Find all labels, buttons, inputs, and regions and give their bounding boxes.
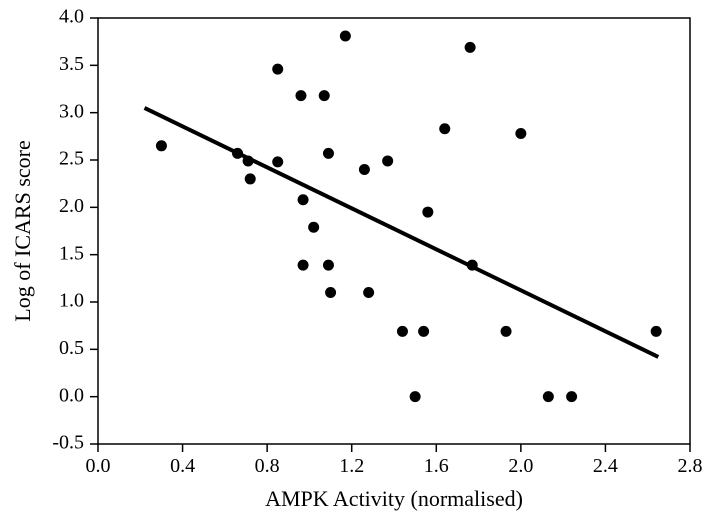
data-point — [232, 148, 243, 159]
data-point — [410, 391, 421, 402]
y-tick-label: 4.0 — [59, 6, 84, 28]
data-point — [325, 287, 336, 298]
y-tick-label: 0.0 — [59, 384, 84, 406]
y-tick-label: 3.5 — [59, 53, 84, 75]
data-point — [272, 156, 283, 167]
x-axis-label: AMPK Activity (normalised) — [265, 486, 523, 511]
data-point — [501, 326, 512, 337]
data-point — [397, 326, 408, 337]
y-tick-label: 1.0 — [59, 290, 84, 312]
data-point — [363, 287, 374, 298]
y-tick-label: -0.5 — [52, 432, 84, 454]
data-point — [340, 30, 351, 41]
data-point — [298, 194, 309, 205]
data-point — [382, 155, 393, 166]
data-point — [323, 148, 334, 159]
y-tick-label: 1.5 — [59, 242, 84, 264]
x-tick-label: 2.8 — [678, 455, 703, 477]
scatter-chart: 0.00.40.81.21.62.02.42.8-0.50.00.51.01.5… — [0, 0, 720, 518]
data-point — [308, 222, 319, 233]
data-point — [319, 90, 330, 101]
data-point — [323, 260, 334, 271]
data-point — [245, 173, 256, 184]
data-point — [439, 123, 450, 134]
data-point — [295, 90, 306, 101]
x-tick-label: 0.8 — [255, 455, 280, 477]
y-axis-label: Log of ICARS score — [10, 140, 35, 321]
x-tick-label: 2.0 — [508, 455, 533, 477]
y-tick-label: 3.0 — [59, 100, 84, 122]
data-point — [422, 207, 433, 218]
x-tick-label: 1.2 — [339, 455, 364, 477]
data-point — [359, 164, 370, 175]
data-point — [298, 260, 309, 271]
x-tick-label: 0.0 — [86, 455, 111, 477]
data-point — [418, 326, 429, 337]
regression-line — [145, 108, 659, 357]
y-tick-label: 2.5 — [59, 148, 84, 170]
data-point — [515, 128, 526, 139]
data-point — [543, 391, 554, 402]
data-point — [156, 140, 167, 151]
data-point — [243, 155, 254, 166]
y-tick-label: 2.0 — [59, 195, 84, 217]
data-point — [272, 64, 283, 75]
y-tick-label: 0.5 — [59, 337, 84, 359]
data-point — [651, 326, 662, 337]
x-tick-label: 0.4 — [170, 455, 195, 477]
data-point — [465, 42, 476, 53]
data-point — [467, 260, 478, 271]
x-tick-label: 1.6 — [424, 455, 449, 477]
data-point — [566, 391, 577, 402]
x-tick-label: 2.4 — [593, 455, 618, 477]
